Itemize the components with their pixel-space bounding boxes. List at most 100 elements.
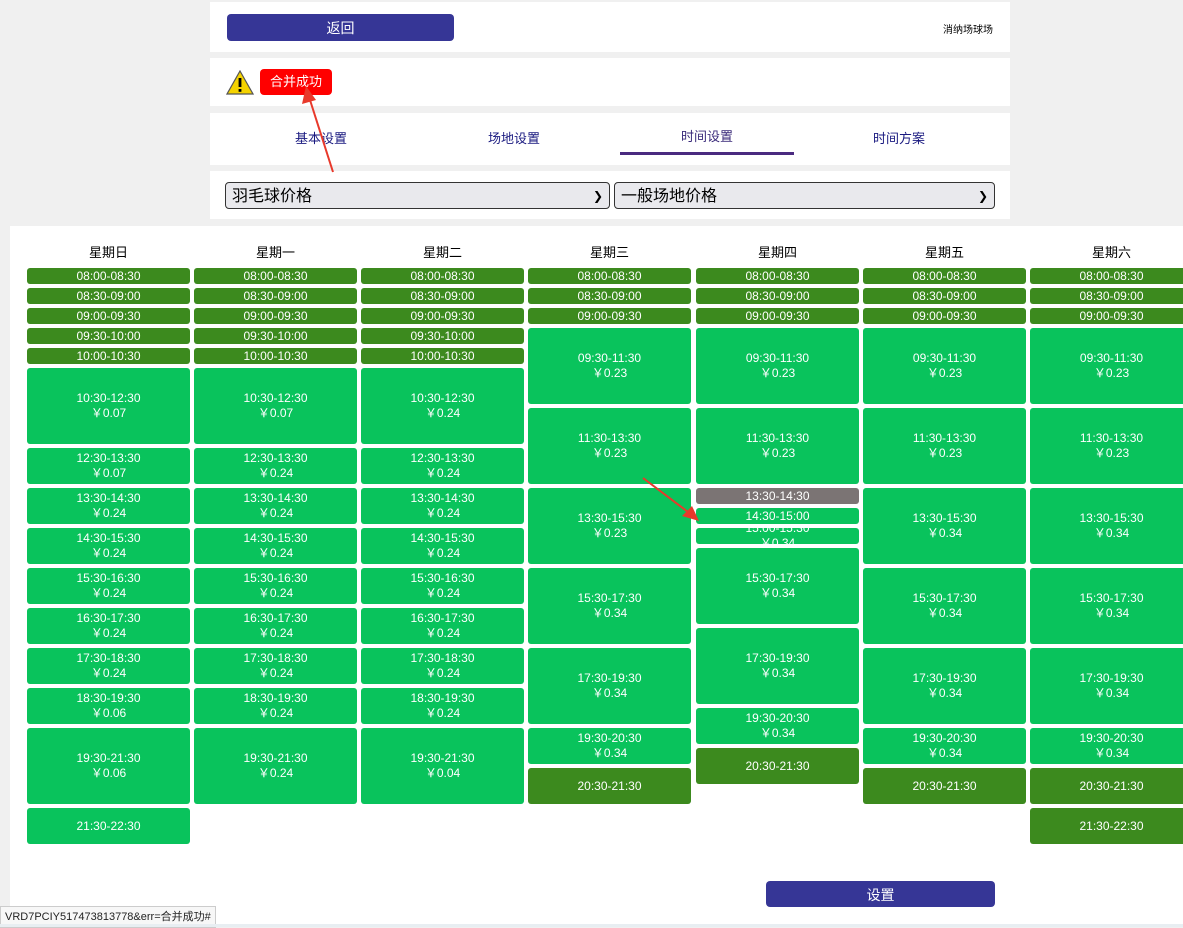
time-slot[interactable]: 08:00-08:30 <box>194 268 357 284</box>
time-slot[interactable]: 10:30-12:30 ￥0.24 <box>361 368 524 444</box>
time-slot[interactable]: 10:00-10:30 <box>361 348 524 364</box>
time-slot[interactable]: 17:30-19:30 ￥0.34 <box>1030 648 1183 724</box>
slot-price: ￥0.34 <box>1093 606 1130 620</box>
time-slot[interactable]: 13:30-14:30 ￥0.24 <box>361 488 524 524</box>
time-slot[interactable]: 09:30-11:30 ￥0.23 <box>863 328 1026 404</box>
time-slot[interactable]: 09:30-11:30 ￥0.23 <box>696 328 859 404</box>
time-slot[interactable]: 13:30-14:30 ￥0.24 <box>27 488 190 524</box>
time-slot[interactable]: 15:30-17:30 ￥0.34 <box>863 568 1026 644</box>
time-slot[interactable]: 13:30-15:30 ￥0.34 <box>1030 488 1183 564</box>
time-slot[interactable]: 15:30-17:30 ￥0.34 <box>1030 568 1183 644</box>
slot-time: 09:30-11:30 <box>912 351 977 365</box>
time-slot[interactable]: 14:30-15:30 ￥0.24 <box>361 528 524 564</box>
select-bar: 羽毛球价格 ❯ 一般场地价格 ❯ <box>210 171 1010 219</box>
time-slot[interactable]: 10:00-10:30 <box>27 348 190 364</box>
time-slot[interactable]: 15:30-17:30 ￥0.34 <box>696 548 859 624</box>
time-slot[interactable]: 15:30-16:30 ￥0.24 <box>194 568 357 604</box>
price-type-select[interactable]: 一般场地价格 ❯ <box>614 182 995 209</box>
time-slot[interactable]: 09:00-09:30 <box>194 308 357 324</box>
time-slot[interactable]: 08:00-08:30 <box>1030 268 1183 284</box>
tab-time-plan[interactable]: 时间方案 <box>872 131 925 146</box>
time-slot[interactable]: 20:30-21:30 <box>1030 768 1183 804</box>
time-slot[interactable]: 16:30-17:30 ￥0.24 <box>361 608 524 644</box>
time-slot[interactable]: 17:30-18:30 ￥0.24 <box>361 648 524 684</box>
time-slot[interactable]: 09:00-09:30 <box>528 308 691 324</box>
time-slot[interactable]: 08:30-09:00 <box>27 288 190 304</box>
time-slot[interactable]: 19:30-20:30 ￥0.34 <box>528 728 691 764</box>
time-slot[interactable]: 09:30-10:00 <box>361 328 524 344</box>
time-slot[interactable]: 08:00-08:30 <box>27 268 190 284</box>
time-slot[interactable]: 17:30-19:30 ￥0.34 <box>528 648 691 724</box>
time-slot[interactable]: 16:30-17:30 ￥0.24 <box>27 608 190 644</box>
time-slot[interactable]: 18:30-19:30 ￥0.06 <box>27 688 190 724</box>
time-slot[interactable]: 08:30-09:00 <box>361 288 524 304</box>
time-slot[interactable]: 11:30-13:30 ￥0.23 <box>528 408 691 484</box>
time-slot[interactable]: 09:00-09:30 <box>361 308 524 324</box>
time-slot[interactable]: 09:00-09:30 <box>27 308 190 324</box>
time-slot[interactable]: 19:30-20:30 ￥0.34 <box>696 708 859 744</box>
time-slot[interactable]: 13:30-15:30 ￥0.23 <box>528 488 691 564</box>
slot-price: ￥0.24 <box>90 626 127 640</box>
time-slot[interactable]: 11:30-13:30 ￥0.23 <box>863 408 1026 484</box>
time-slot[interactable]: 21:30-22:30 <box>1030 808 1183 844</box>
time-slot[interactable]: 12:30-13:30 ￥0.24 <box>194 448 357 484</box>
time-slot[interactable]: 19:30-21:30 ￥0.04 <box>361 728 524 804</box>
slot-price: ￥0.23 <box>1093 366 1130 380</box>
time-slot[interactable]: 19:30-21:30 ￥0.24 <box>194 728 357 804</box>
time-slot[interactable]: 19:30-21:30 ￥0.06 <box>27 728 190 804</box>
time-slot[interactable]: 18:30-19:30 ￥0.24 <box>194 688 357 724</box>
time-slot[interactable]: 14:30-15:00 <box>696 508 859 524</box>
time-slot[interactable]: 12:30-13:30 ￥0.07 <box>27 448 190 484</box>
time-slot[interactable]: 20:30-21:30 <box>528 768 691 804</box>
time-slot[interactable]: 16:30-17:30 ￥0.24 <box>194 608 357 644</box>
time-slot[interactable]: 09:30-11:30 ￥0.23 <box>1030 328 1183 404</box>
time-slot[interactable]: 13:30-15:30 ￥0.34 <box>863 488 1026 564</box>
slot-time: 08:30-09:00 <box>1079 288 1144 303</box>
time-slot[interactable]: 09:30-10:00 <box>27 328 190 344</box>
time-slot[interactable]: 09:00-09:30 <box>863 308 1026 324</box>
time-slot[interactable]: 09:30-11:30 ￥0.23 <box>528 328 691 404</box>
sport-price-select[interactable]: 羽毛球价格 ❯ <box>225 182 610 209</box>
time-slot[interactable]: 09:00-09:30 <box>1030 308 1183 324</box>
time-slot[interactable]: 08:30-09:00 <box>528 288 691 304</box>
time-slot[interactable]: 15:30-16:30 ￥0.24 <box>27 568 190 604</box>
time-slot[interactable]: 12:30-13:30 ￥0.24 <box>361 448 524 484</box>
time-slot[interactable]: 11:30-13:30 ￥0.23 <box>1030 408 1183 484</box>
tab-time-settings[interactable]: 时间设置 <box>620 113 794 165</box>
time-slot[interactable]: 11:30-13:30 ￥0.23 <box>696 408 859 484</box>
time-slot[interactable]: 17:30-19:30 ￥0.34 <box>696 628 859 704</box>
time-slot[interactable]: 08:00-08:30 <box>696 268 859 284</box>
time-slot[interactable]: 08:30-09:00 <box>1030 288 1183 304</box>
time-slot[interactable]: 20:30-21:30 <box>863 768 1026 804</box>
time-slot[interactable]: 08:30-09:00 <box>863 288 1026 304</box>
time-slot[interactable]: 08:00-08:30 <box>361 268 524 284</box>
time-slot[interactable]: 15:30-17:30 ￥0.34 <box>528 568 691 644</box>
time-slot[interactable]: 08:30-09:00 <box>696 288 859 304</box>
time-slot[interactable]: 08:00-08:30 <box>528 268 691 284</box>
time-slot[interactable]: 08:00-08:30 <box>863 268 1026 284</box>
time-slot[interactable]: 17:30-18:30 ￥0.24 <box>194 648 357 684</box>
time-slot[interactable]: 15:00-15:30 ￥0.34 <box>696 528 859 544</box>
time-slot[interactable]: 13:30-14:30 ￥0.24 <box>194 488 357 524</box>
time-slot[interactable]: 14:30-15:30 ￥0.24 <box>27 528 190 564</box>
time-slot[interactable]: 10:30-12:30 ￥0.07 <box>27 368 190 444</box>
back-button[interactable]: 返回 <box>227 14 454 41</box>
time-slot[interactable]: 17:30-18:30 ￥0.24 <box>27 648 190 684</box>
tab-venue-settings[interactable]: 场地设置 <box>487 131 540 146</box>
time-slot[interactable]: 10:00-10:30 <box>194 348 357 364</box>
time-slot[interactable]: 13:30-14:30 <box>696 488 859 504</box>
time-slot[interactable]: 18:30-19:30 ￥0.24 <box>361 688 524 724</box>
time-slot[interactable]: 17:30-19:30 ￥0.34 <box>863 648 1026 724</box>
time-slot[interactable]: 21:30-22:30 <box>27 808 190 844</box>
set-button[interactable]: 设置 <box>766 881 995 907</box>
time-slot[interactable]: 15:30-16:30 ￥0.24 <box>361 568 524 604</box>
time-slot[interactable]: 08:30-09:00 <box>194 288 357 304</box>
time-slot[interactable]: 10:30-12:30 ￥0.07 <box>194 368 357 444</box>
time-slot[interactable]: 19:30-20:30 ￥0.34 <box>1030 728 1183 764</box>
time-slot[interactable]: 09:30-10:00 <box>194 328 357 344</box>
time-slot[interactable]: 09:00-09:30 <box>696 308 859 324</box>
time-slot[interactable]: 20:30-21:30 <box>696 748 859 784</box>
time-slot[interactable]: 19:30-20:30 ￥0.34 <box>863 728 1026 764</box>
time-slot[interactable]: 14:30-15:30 ￥0.24 <box>194 528 357 564</box>
tab-basic-settings[interactable]: 基本设置 <box>294 131 347 146</box>
